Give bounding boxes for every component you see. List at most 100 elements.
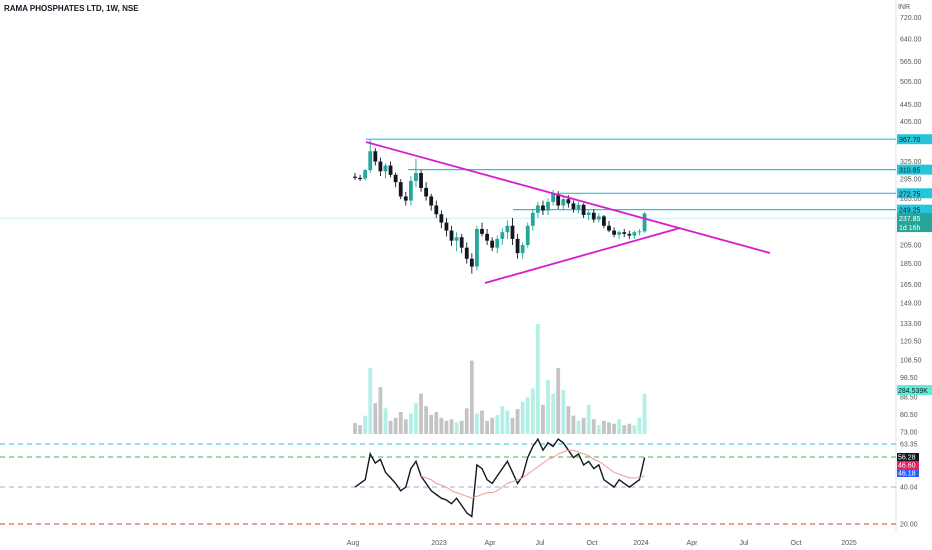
- price-tick-label: 108.50: [900, 358, 922, 365]
- candle-body: [490, 240, 495, 248]
- rsi-tick-label: 40.04: [900, 485, 918, 492]
- candle-body: [632, 232, 637, 236]
- volume-bar: [408, 413, 413, 434]
- volume-bar: [358, 425, 362, 434]
- price-level-badge: [897, 204, 932, 215]
- candle-body: [469, 258, 474, 267]
- x-tick-label: Apr: [687, 540, 699, 547]
- candle-body: [571, 203, 576, 210]
- x-tick-label: 2025: [841, 540, 857, 547]
- volume-bar: [424, 406, 429, 434]
- candle-body: [556, 193, 561, 206]
- candle-body: [510, 225, 515, 239]
- volume-bar: [353, 423, 357, 434]
- candle-body: [617, 232, 622, 235]
- candle-body: [378, 161, 383, 172]
- candle-body: [566, 199, 571, 204]
- volume-bar: [510, 417, 515, 434]
- volume-bar: [546, 379, 550, 434]
- volume-bar: [556, 368, 561, 434]
- volume-bar: [444, 420, 449, 434]
- price-level-badge: [897, 134, 932, 145]
- candle-body: [388, 165, 393, 175]
- volume-bar: [393, 417, 398, 434]
- x-tick-label: Aug: [347, 540, 360, 547]
- rsi-value-badge: [897, 453, 919, 461]
- candle-body: [383, 165, 388, 172]
- price-tick-label: 325.00: [900, 159, 922, 166]
- volume-bar: [571, 415, 576, 434]
- volume-bar: [561, 390, 566, 434]
- candle-body: [429, 196, 434, 206]
- volume-bar: [429, 414, 434, 434]
- price-level-label: 367.70: [899, 137, 921, 144]
- volume-bar: [490, 417, 495, 434]
- candle-body: [596, 216, 601, 220]
- x-tick-label: Jul: [536, 540, 545, 547]
- volume-badge: [897, 385, 932, 395]
- price-tick-label: 265.00: [900, 196, 922, 203]
- candle-body: [607, 225, 611, 231]
- candle-body: [546, 201, 550, 211]
- volume-bar: [515, 409, 520, 434]
- rsi-tick-label: 20.00: [900, 522, 918, 529]
- volume-bar: [591, 419, 596, 434]
- price-tick-label: 133.00: [900, 321, 922, 328]
- volume-bar: [449, 419, 454, 434]
- volume-bar: [464, 408, 469, 434]
- volume-bar: [581, 417, 586, 434]
- price-tick-label: 640.00: [900, 36, 922, 43]
- price-tick-label: 295.00: [900, 177, 922, 184]
- candle-body: [637, 231, 642, 233]
- volume-bar: [388, 420, 393, 434]
- candle-body: [586, 212, 591, 215]
- candle-body: [358, 177, 362, 180]
- volume-bar: [576, 420, 581, 434]
- x-tick-label: 2023: [431, 540, 447, 547]
- price-tick-label: 445.00: [900, 102, 922, 109]
- volume-bar: [403, 419, 408, 434]
- x-tick-label: 2024: [633, 540, 649, 547]
- rsi-value-badge: [897, 469, 919, 477]
- volume-bar: [485, 420, 489, 434]
- candle-body: [581, 204, 586, 215]
- rsi-tick-label: 63.35: [900, 442, 918, 449]
- candle-body: [642, 213, 647, 232]
- candle-body: [535, 205, 540, 213]
- price-tick-label: 73.00: [900, 430, 918, 437]
- volume-bar: [469, 360, 474, 434]
- volume-bar: [454, 422, 459, 434]
- countdown-label: 1d 16h: [899, 225, 921, 232]
- candle-body: [439, 214, 444, 223]
- volume-bar: [607, 422, 611, 434]
- x-tick-label: Jul: [740, 540, 749, 547]
- price-tick-label: 505.00: [900, 79, 922, 86]
- volume-bar: [520, 401, 525, 434]
- candle-body: [520, 245, 525, 254]
- candle-body: [464, 247, 469, 259]
- candle-body: [373, 151, 378, 162]
- price-tick-label: 405.00: [900, 119, 922, 126]
- current-price-badge: [897, 213, 932, 233]
- x-tick-label: Oct: [791, 540, 802, 547]
- volume-bar: [480, 410, 484, 434]
- candle-body: [408, 180, 413, 201]
- price-tick-label: 565.00: [900, 59, 922, 66]
- volume-bar: [500, 406, 505, 434]
- x-tick-label: Apr: [485, 540, 497, 547]
- volume-bar: [398, 412, 403, 434]
- candle-body: [434, 205, 439, 215]
- candle-body: [495, 238, 500, 248]
- candle-body: [454, 237, 459, 241]
- candle-body: [444, 222, 449, 231]
- volume-bar: [495, 414, 500, 434]
- rsi-value-label: 56.28: [898, 455, 916, 462]
- price-tick-label: 165.00: [900, 282, 922, 289]
- volume-bar: [535, 324, 540, 434]
- candle-body: [475, 228, 479, 267]
- volume-bar: [541, 404, 545, 434]
- candle-body: [403, 196, 408, 201]
- price-level-badge: [897, 188, 932, 199]
- descending-trendline: [365, 141, 771, 254]
